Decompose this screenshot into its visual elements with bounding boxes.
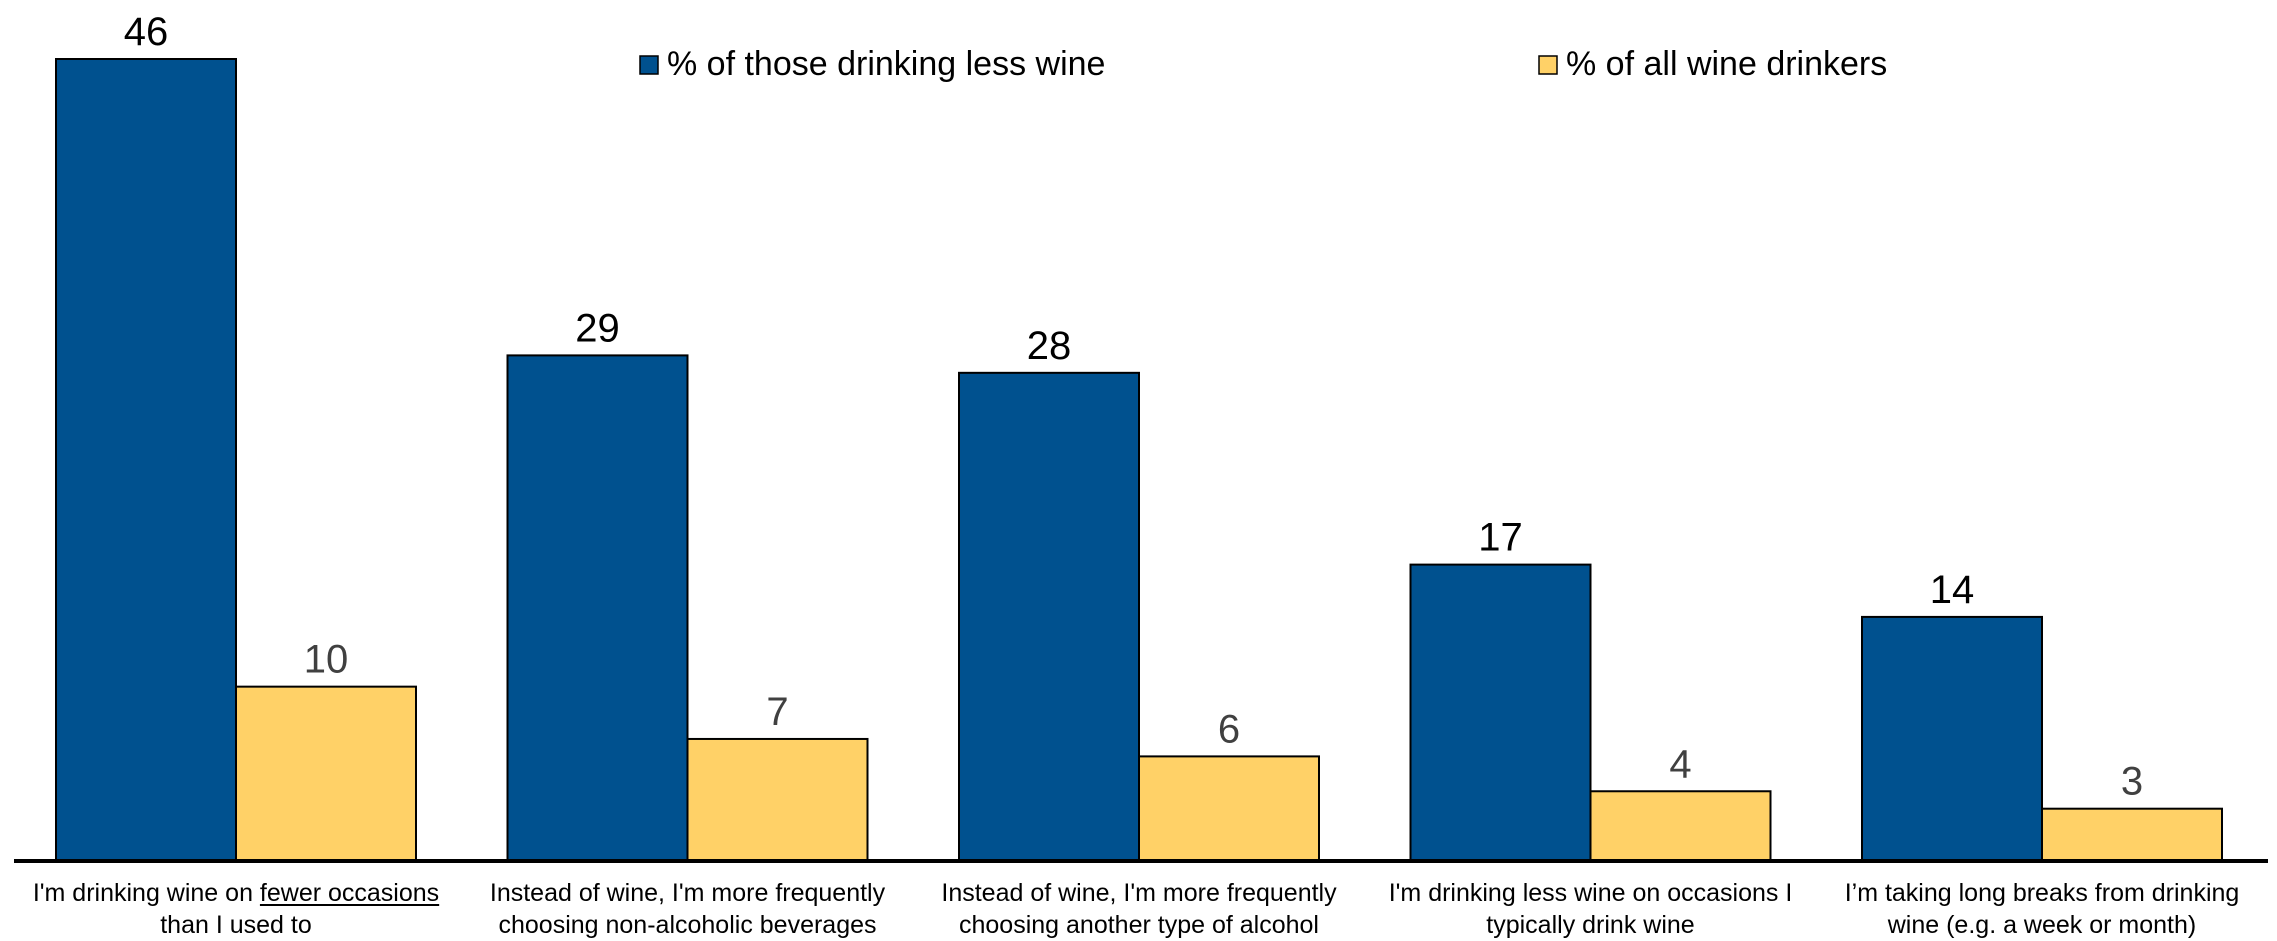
value-label-series2-cat1: 10 — [304, 638, 349, 682]
value-label-series1-cat1: 46 — [124, 10, 169, 54]
value-label-series1-cat3: 28 — [1027, 324, 1072, 368]
category-label-2: Instead of wine, I'm more frequently choo… — [468, 877, 908, 941]
category-label-line1: Instead of wine, I'm more frequently — [489, 879, 886, 907]
bar-series1-cat2 — [506, 354, 689, 862]
category-label-1: I'm drinking wine on fewer occasions than… — [16, 877, 456, 941]
value-label-series2-cat4: 4 — [1669, 742, 1691, 786]
value-label-series1-cat4: 17 — [1478, 516, 1523, 560]
legend-swatch-series2 — [1538, 55, 1558, 75]
value-label-series2-cat3: 6 — [1218, 707, 1240, 751]
category-label-5: I’m taking long breaks from drinking wine… — [1822, 877, 2262, 941]
legend-label-series1: % of those drinking less wine — [667, 45, 1105, 83]
category-label-line1: Instead of wine, I'm more frequently — [941, 879, 1337, 907]
legend: % of those drinking less wine % of all wi… — [639, 45, 1887, 83]
category-label-line2: than I used to — [160, 911, 312, 939]
value-label-series1-cat2: 29 — [575, 306, 620, 350]
bar-series2-cat5 — [2041, 807, 2223, 863]
category-label-line2: wine (e.g. a week or month) — [1887, 911, 2197, 939]
bar-series2-cat4 — [1589, 790, 1772, 862]
category-label-emphasis: fewer occasions — [259, 879, 440, 907]
value-labels-layer: 46 29 28 17 14 10 7 6 4 3 — [124, 10, 2143, 804]
category-label-3: Instead of wine, I'm more frequently choo… — [919, 877, 1359, 941]
value-label-series2-cat5: 3 — [2121, 760, 2143, 804]
value-label-series2-cat2: 7 — [766, 690, 788, 734]
category-label-line1: I'm drinking less wine on occasions I — [1388, 879, 1793, 907]
bars-layer — [55, 58, 2223, 863]
bar-series1-cat5 — [1861, 615, 2043, 862]
bar-series1-cat4 — [1409, 563, 1592, 862]
bar-series1-cat3 — [958, 371, 1140, 862]
category-label-line1: I’m taking long breaks from drinking — [1844, 879, 2240, 907]
category-label-line2: choosing another type of alcohol — [959, 911, 1319, 939]
bar-series2-cat2 — [686, 737, 869, 863]
value-label-series1-cat5: 14 — [1930, 568, 1975, 612]
category-label-line1: I'm drinking wine on fewer occasions — [32, 879, 440, 907]
bar-series2-cat1 — [235, 685, 417, 862]
legend-label-series2: % of all wine drinkers — [1566, 45, 1887, 83]
category-label-line2: choosing non-alcoholic beverages — [498, 911, 877, 939]
category-label-4: I'm drinking less wine on occasions I typ… — [1371, 877, 1811, 941]
category-label-line2: typically drink wine — [1486, 911, 1695, 939]
legend-swatch-series1 — [639, 55, 659, 75]
bar-series2-cat3 — [1138, 755, 1320, 862]
bar-series1-cat1 — [55, 58, 237, 862]
